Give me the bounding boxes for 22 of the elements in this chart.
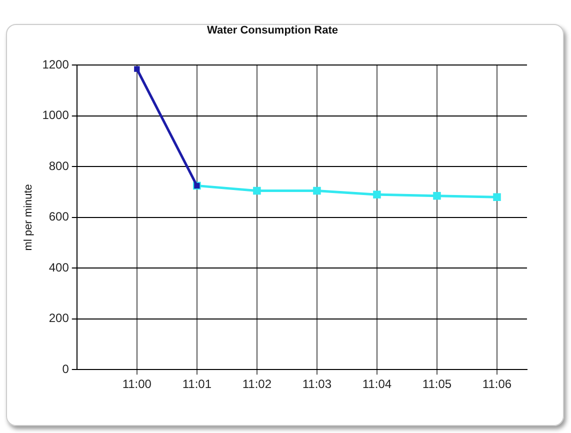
x-tick-label: 11:04 [362, 377, 392, 392]
y-tick-label: 800 [48, 158, 70, 173]
point [134, 66, 140, 72]
x-tick-label: 11:03 [302, 377, 332, 392]
x-tick-label: 11:02 [242, 377, 272, 392]
y-axis-title: ml per minute [22, 184, 35, 251]
x-tick-label: 11:00 [122, 377, 152, 392]
chart-title: Water Consumption Rate [207, 24, 338, 37]
y-tick-label: 1200 [42, 58, 70, 72]
point [253, 186, 261, 195]
y-tick-label: 200 [48, 311, 70, 326]
point [373, 190, 381, 198]
y-tick-label: 600 [48, 210, 70, 224]
x-tick-label: 11:06 [482, 377, 512, 392]
x-tick-label: 11:05 [422, 377, 452, 392]
point [493, 193, 501, 201]
point [433, 192, 441, 200]
y-tick-label: 1000 [42, 108, 70, 122]
y-tick-label: 400 [48, 260, 70, 274]
y-tick-label: 0 [62, 362, 70, 376]
point [313, 186, 321, 195]
x-tick-label: 11:01 [182, 377, 212, 392]
